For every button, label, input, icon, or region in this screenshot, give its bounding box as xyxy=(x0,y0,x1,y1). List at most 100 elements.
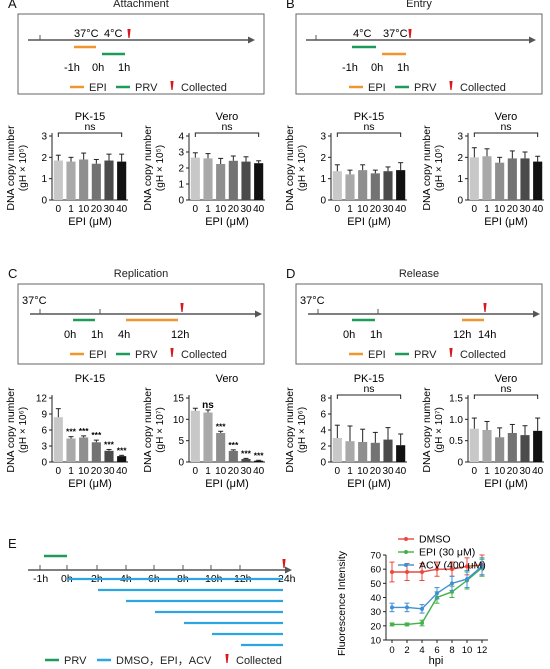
time-label: 0h xyxy=(92,62,104,74)
bar xyxy=(469,157,479,200)
x-tick-label: 30 xyxy=(103,204,115,215)
bar xyxy=(190,410,200,462)
significance-bracket xyxy=(194,132,260,137)
x-tick-label: 1 xyxy=(205,204,211,215)
significance-label: ns xyxy=(363,121,374,133)
bar xyxy=(495,437,505,462)
legend-marker xyxy=(404,537,408,541)
bar xyxy=(117,161,127,200)
scheme-a: A Attachment 37°C 4°C -1h 0h 1h EPI PRV Collected xyxy=(8,0,265,95)
bar xyxy=(482,156,492,200)
chart-title: PK-15 xyxy=(75,373,106,385)
collected-marker xyxy=(170,348,174,357)
time-label: 1h xyxy=(397,62,409,74)
x-tick-label: 40 xyxy=(116,466,128,477)
bar xyxy=(228,160,238,200)
x-tick-label: 20 xyxy=(228,204,240,215)
bar xyxy=(53,160,63,200)
bar xyxy=(370,442,380,462)
data-point xyxy=(450,581,454,586)
time-axis-arrowhead xyxy=(533,310,540,318)
bar xyxy=(396,170,406,200)
y-tick-label: 6 xyxy=(41,426,47,437)
collected-marker xyxy=(180,303,184,312)
x-tick-label: 10 xyxy=(357,204,369,215)
x-axis-label: EPI (μM) xyxy=(68,478,112,490)
time-label: -1h xyxy=(33,573,48,585)
scheme-layer: A Attachment 37°C 4°C -1h 0h 1h EPI PRV Collected… xyxy=(8,0,543,667)
legend-label: PRV xyxy=(414,82,437,94)
bar xyxy=(370,173,380,200)
significance-label: ns xyxy=(500,121,511,133)
significance-label: *** xyxy=(79,426,90,436)
y-axis-label: DNA copy number xyxy=(142,125,154,211)
y-axis-unit: (gH × 10⁵) xyxy=(18,145,29,191)
bar xyxy=(91,442,101,462)
significance-label: *** xyxy=(228,440,239,450)
bar xyxy=(332,171,342,200)
time-label: -1h xyxy=(64,62,80,74)
x-axis-label: EPI (μM) xyxy=(484,478,528,490)
y-tick-label: 0 xyxy=(320,458,326,469)
time-label: 24h xyxy=(278,573,296,585)
bar xyxy=(533,430,543,462)
significance-label: ns xyxy=(500,383,511,395)
collected-marker xyxy=(170,81,174,90)
x-tick-label: 30 xyxy=(519,466,531,477)
y-axis-label: DNA copy number xyxy=(284,125,296,211)
temperature-label: 4°C xyxy=(104,28,123,40)
bar xyxy=(358,442,368,462)
y-axis-unit: (gH × 10⁵) xyxy=(155,145,166,191)
data-point xyxy=(435,591,439,596)
significance-label: *** xyxy=(117,445,128,455)
chart-e-line: 10 20 30 40 50 60 70 0 2 4 6 8 10 12 hpi Fluorescence I… xyxy=(336,534,488,667)
significance-label: ns xyxy=(84,121,95,133)
x-tick-label: 30 xyxy=(519,204,531,215)
y-tick-label: 9 xyxy=(41,410,47,421)
bar xyxy=(345,174,355,200)
time-label: 1h xyxy=(370,329,382,341)
collected-marker xyxy=(408,29,412,38)
bar xyxy=(254,460,264,462)
x-tick-label: 0 xyxy=(193,204,199,215)
y-tick-label: 3 xyxy=(41,132,47,143)
legend-label: PRV xyxy=(414,349,437,361)
x-tick-label: 0 xyxy=(472,204,478,215)
x-tick-label: 0 xyxy=(56,204,62,215)
collected-marker xyxy=(127,29,131,38)
y-axis-label: Fluorescence Intensity xyxy=(336,550,348,656)
time-axis-arrowhead xyxy=(248,36,255,44)
x-tick-label: 1 xyxy=(205,466,211,477)
bar xyxy=(203,158,213,200)
panel-letter: E xyxy=(8,536,17,551)
y-tick-label: 2 xyxy=(320,153,326,164)
bar xyxy=(254,163,264,200)
x-tick-label: 6 xyxy=(434,645,439,656)
chart-title: PK-15 xyxy=(75,111,106,123)
data-point xyxy=(450,567,454,572)
significance-bracket xyxy=(473,394,539,399)
collected-marker xyxy=(449,348,453,357)
y-tick-label: 2 xyxy=(41,153,47,164)
legend-label: PRV xyxy=(64,655,87,667)
data-point xyxy=(465,577,469,582)
x-tick-label: 0 xyxy=(472,466,478,477)
significance-label: *** xyxy=(104,439,115,449)
time-label: 12h xyxy=(171,329,189,341)
y-tick-label: 40 xyxy=(370,593,381,604)
x-tick-label: 1 xyxy=(484,204,490,215)
data-point xyxy=(420,621,424,625)
scheme-c: C Replication 37°C 0h 1h 4h 12h EPI PRV Collected xyxy=(8,266,265,365)
y-tick-label: 3 xyxy=(178,148,184,159)
chart-title: PK-15 xyxy=(354,111,385,123)
y-tick-label: 1.5 xyxy=(449,394,463,405)
panel-letter: A xyxy=(8,0,17,11)
y-tick-label: 1 xyxy=(457,174,463,185)
time-axis-arrowhead xyxy=(255,310,262,318)
x-tick-label: 1 xyxy=(68,466,74,477)
x-axis-label: EPI (μM) xyxy=(205,478,249,490)
